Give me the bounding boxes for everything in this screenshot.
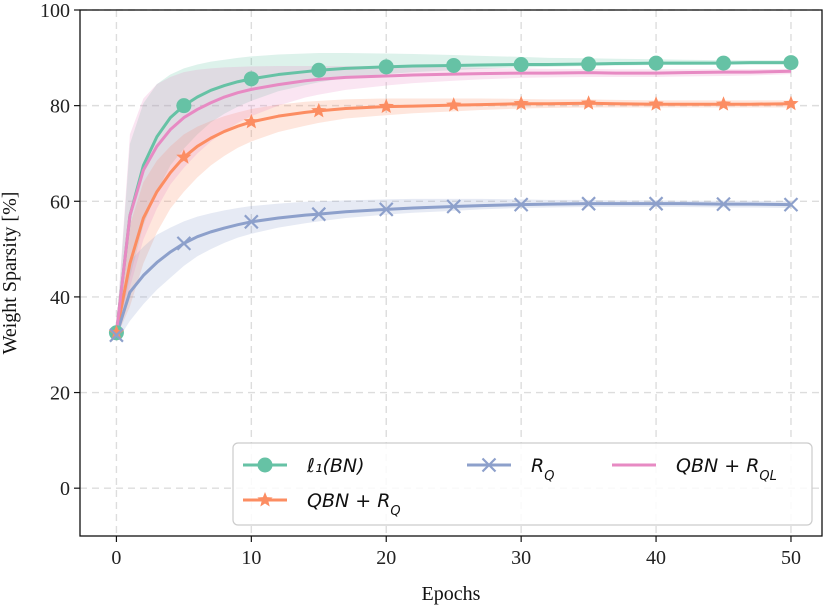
y-tick-label: 0 [60,478,70,500]
y-tick-label: 80 [50,96,70,118]
circle-marker [581,56,597,72]
x-marker [716,196,731,212]
x-marker [176,236,192,251]
axis-ticks: 0 10 20 30 40 50 0 20 40 60 80 100 [40,0,801,569]
star-marker [648,96,664,111]
line-series-2 [114,202,791,336]
legend-box [232,442,813,526]
x-marker [783,197,799,212]
circle-marker [243,71,259,87]
x-marker [311,206,327,222]
circle-marker [446,57,462,73]
y-tick-label: 20 [50,383,70,405]
star-marker [243,113,259,129]
star-marker [378,98,394,114]
line-series-3 [114,69,792,333]
x-tick-label: 0 [111,547,121,569]
star-marker [257,492,273,507]
x-marker [378,202,394,217]
x-tick-label: 10 [241,547,261,569]
y-tick-label: 100 [40,0,70,22]
confidence-bands [116,53,791,343]
x-marker [244,214,259,230]
x-marker [513,197,529,212]
line-series-1 [114,101,791,334]
legend-label: ℓ₁(BN) [306,455,365,477]
star-marker [581,95,597,110]
band-series-0 [116,53,791,338]
y-tick-label: 40 [50,287,70,309]
band-series-3 [116,65,791,338]
circle-marker [378,59,394,75]
x-tick-label: 20 [376,547,396,569]
circle-marker [648,55,664,71]
star-marker [311,102,327,118]
plot-frame [79,9,823,537]
series-lines [114,61,792,336]
series-markers [108,55,799,343]
star-marker [446,97,462,112]
circle-marker [783,55,799,71]
y-axis-label: Weight Sparsity [%] [0,192,21,355]
band-series-2 [116,198,791,343]
x-marker [648,196,664,211]
circle-marker [257,457,273,473]
star-marker [176,149,192,164]
star-marker [715,96,732,111]
x-tick-label: 40 [646,547,666,569]
x-marker [581,196,596,211]
star-marker [108,324,125,340]
x-marker [109,327,124,343]
x-tick-label: 30 [511,547,531,569]
x-marker [481,457,497,473]
circle-marker [716,55,732,71]
circle-marker [513,57,529,73]
x-marker [446,199,461,214]
star-marker [783,95,799,111]
star-marker [513,95,529,111]
x-tick-label: 50 [781,547,801,569]
x-axis-label: Epochs [422,583,481,605]
circle-marker [311,62,327,78]
y-tick-label: 60 [50,191,70,213]
line-series-0 [114,61,791,333]
circle-marker [176,98,192,114]
